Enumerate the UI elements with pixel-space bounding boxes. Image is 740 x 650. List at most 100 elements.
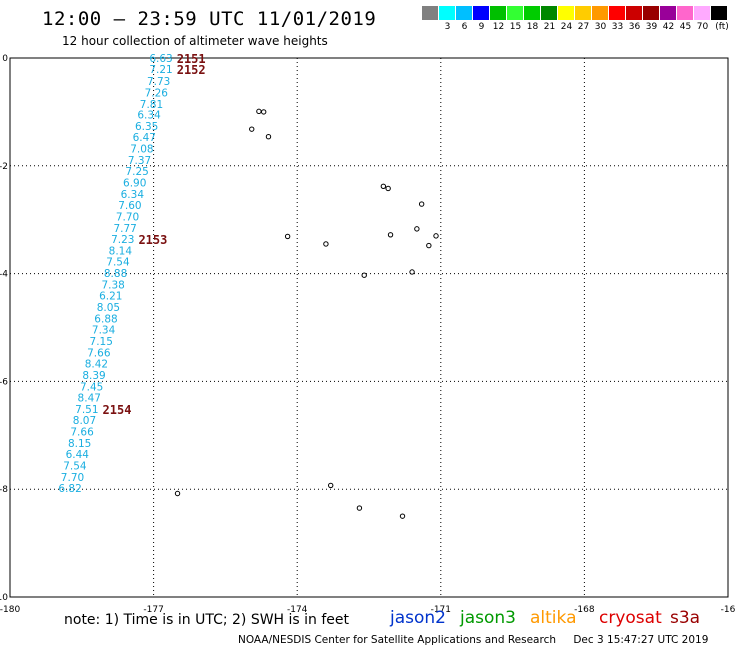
legend-tick-label: 21 (543, 22, 556, 32)
legend-tick-label: 9 (478, 22, 485, 32)
swh-label: 8.88 (104, 268, 127, 280)
swh-label: 6.88 (94, 313, 117, 325)
satellite-label: jason3 (460, 608, 516, 628)
swh-label: 7.54 (106, 257, 130, 269)
y-tick-label: -2 (0, 162, 8, 172)
x-tick-label: -180 (0, 605, 20, 615)
swh-label: 7.45 (80, 381, 103, 393)
swh-label: 6.90 (123, 178, 146, 190)
x-tick-label: -16 (721, 605, 736, 615)
island-outline (284, 233, 291, 240)
swh-label: 7.15 (90, 336, 113, 348)
x-tick-label: -174 (287, 605, 308, 615)
time-label: 2151 (177, 52, 206, 66)
legend-swatch (626, 6, 643, 20)
legend-swatch (592, 6, 609, 20)
x-tick-label: -171 (431, 605, 451, 615)
island-outline (387, 232, 394, 238)
footer-note: note: 1) Time is in UTC; 2) SWH is in fe… (64, 612, 350, 628)
swh-label: 6.34 (121, 189, 145, 201)
legend-swatch (524, 6, 541, 20)
legend-swatch (473, 6, 490, 20)
swh-label: 6.21 (99, 291, 122, 303)
satellite-label: altika (530, 608, 577, 628)
legend-tick-label: 33 (611, 22, 624, 32)
legend-ticks: 3 6 9 12 15 18 21 24 27 30 33 36 39 42 45 70 (ft) (422, 20, 740, 34)
page-subtitle: 12 hour collection of altimeter wave hei… (62, 34, 328, 48)
legend-tick-label: 70 (696, 22, 709, 32)
island-outline (433, 233, 439, 239)
swh-label: 7.38 (101, 279, 124, 291)
legend-swatch (456, 6, 473, 20)
swh-label: 7.66 (70, 427, 94, 439)
legend-swatch (609, 6, 626, 20)
island-outline (414, 226, 420, 232)
legend-swatch (507, 6, 524, 20)
swh-label: 6.63 (149, 53, 172, 65)
x-tick-label: -177 (143, 605, 163, 615)
island-outline (361, 272, 367, 278)
legend-tick-label: 18 (526, 22, 539, 32)
legend-swatch (541, 6, 558, 20)
swh-label: 7.26 (145, 87, 169, 99)
island-outline (356, 505, 363, 511)
island-outline (265, 133, 272, 140)
swh-label: 7.51 (75, 404, 98, 416)
swh-label: 7.81 (140, 99, 163, 111)
island-outline (323, 241, 329, 247)
island-outline (380, 183, 387, 189)
color-legend: 3 6 9 12 15 18 21 24 27 30 33 36 39 42 45 70 (ft) (422, 6, 740, 34)
page-title: 12:00 – 23:59 UTC 11/01/2019 (42, 8, 377, 30)
map-frame (9, 57, 729, 598)
swh-label: 8.14 (109, 245, 133, 257)
swh-label: 7.23 (111, 234, 134, 246)
legend-swatch (439, 6, 456, 20)
island-outline (256, 108, 262, 115)
island-outline (249, 126, 255, 132)
swh-label: 7.37 (128, 155, 151, 167)
island-outline (418, 201, 425, 207)
swh-label: 8.42 (85, 359, 108, 371)
time-label: 2152 (177, 63, 206, 77)
y-tick-label: -10 (0, 593, 8, 603)
swh-label: 6.44 (66, 449, 90, 461)
legend-swatch (422, 6, 439, 20)
island-outline (260, 109, 267, 115)
legend-swatch (711, 6, 728, 20)
swh-label: 7.21 (149, 64, 172, 76)
legend-tick-label: 36 (628, 22, 641, 32)
swh-label: 7.70 (116, 211, 139, 223)
y-tick-label: -6 (0, 377, 8, 387)
swh-label: 7.77 (113, 223, 136, 235)
swh-label: 8.15 (68, 438, 91, 450)
swh-label: 7.25 (125, 166, 148, 178)
swh-label: 7.66 (87, 347, 111, 359)
legend-swatch (660, 6, 677, 20)
swh-label: 7.08 (130, 144, 153, 156)
satellite-label: jason2 (390, 608, 446, 628)
y-tick-label: -8 (0, 485, 8, 495)
credit-timestamp: Dec 3 15:47:27 UTC 2019 (573, 634, 709, 646)
legend-tick-label: 6 (461, 22, 468, 32)
island-outline (328, 482, 334, 489)
legend-swatch (490, 6, 507, 20)
swh-label: 7.54 (63, 460, 87, 472)
credit-text: NOAA/NESDIS Center for Satellite Applica… (238, 634, 556, 646)
y-tick-label: 0 (2, 54, 8, 64)
island-outline (399, 513, 406, 519)
island-outline (409, 269, 415, 275)
legend-swatch (643, 6, 660, 20)
legend-tick-label: 42 (662, 22, 675, 32)
swh-label: 6.82 (58, 483, 81, 495)
swh-label: 7.70 (61, 472, 84, 484)
time-label: 2154 (103, 403, 132, 417)
swh-label: 6.47 (133, 132, 156, 144)
swh-label: 8.39 (82, 370, 105, 382)
swh-label: 8.07 (73, 415, 96, 427)
footer-credit: NOAA/NESDIS Center for Satellite Applica… (238, 634, 708, 646)
x-tick-label: -168 (574, 605, 595, 615)
swh-label: 6.34 (137, 110, 161, 122)
legend-tick-label: 24 (560, 22, 573, 32)
island-outline (174, 490, 181, 497)
